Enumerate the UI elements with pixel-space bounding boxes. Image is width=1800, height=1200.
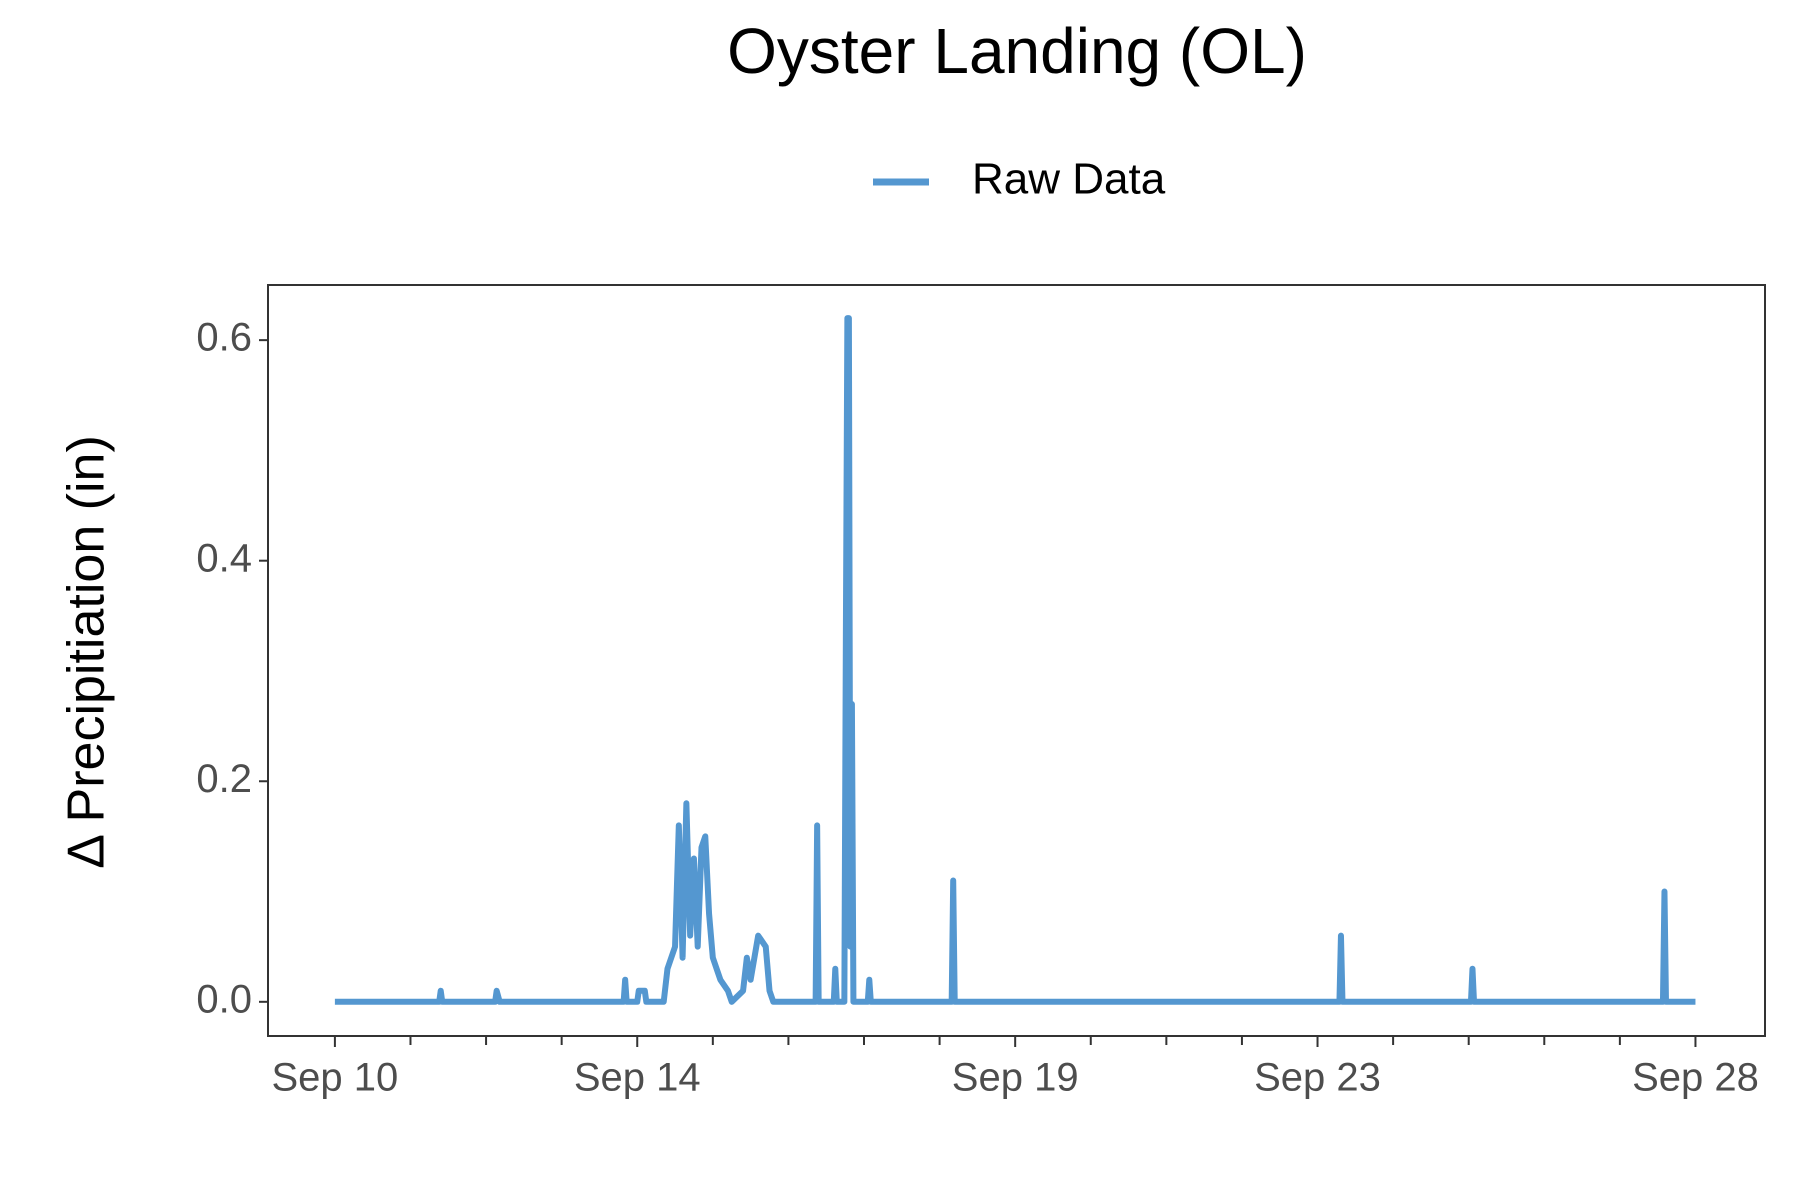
y-axis-title: Δ Precipitiation (in) <box>58 435 116 869</box>
y-tick-label: 0.4 <box>196 536 252 580</box>
legend-label: Raw Data <box>972 155 1166 204</box>
y-tick-label: 0.0 <box>196 977 252 1021</box>
chart-title: Oyster Landing (OL) <box>727 15 1307 87</box>
data-line <box>334 315 1696 1005</box>
x-tick-label: Sep 10 <box>272 1056 399 1100</box>
x-tick-label: Sep 19 <box>952 1056 1079 1100</box>
x-tick-label: Sep 28 <box>1632 1056 1759 1100</box>
plot-frame <box>267 284 1766 1037</box>
y-tick-label: 0.2 <box>196 757 252 801</box>
y-tick-label: 0.6 <box>196 316 252 360</box>
x-tick-label: Sep 14 <box>574 1056 701 1100</box>
x-tick-label: Sep 23 <box>1254 1056 1381 1100</box>
